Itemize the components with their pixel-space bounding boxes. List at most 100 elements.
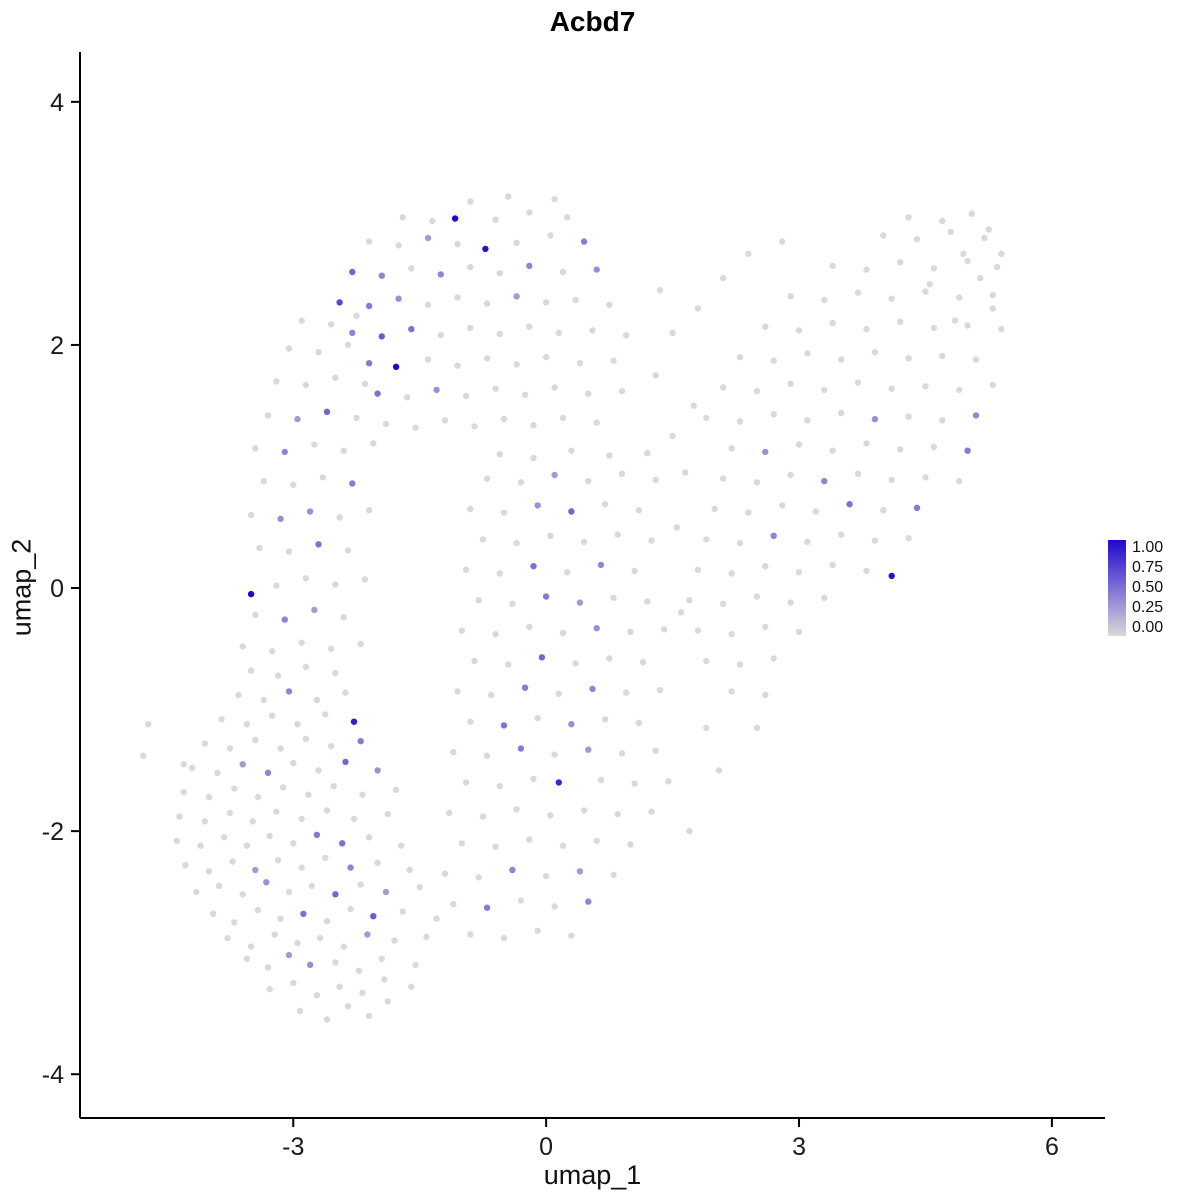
data-point xyxy=(951,317,959,324)
plot-title: Acbd7 xyxy=(549,6,636,37)
data-point xyxy=(381,976,388,983)
data-point xyxy=(180,761,187,768)
data-point xyxy=(568,721,575,728)
data-point xyxy=(690,402,697,409)
data-point xyxy=(347,864,354,871)
data-point xyxy=(365,302,373,310)
data-point xyxy=(838,531,845,538)
data-point xyxy=(854,470,862,477)
data-point xyxy=(981,234,988,242)
data-point xyxy=(821,386,828,394)
data-point xyxy=(252,611,259,618)
data-point xyxy=(694,566,702,573)
data-point xyxy=(500,509,508,516)
data-point xyxy=(677,609,685,616)
data-point xyxy=(589,327,596,334)
data-point xyxy=(492,216,499,223)
data-point xyxy=(201,740,208,747)
data-point xyxy=(424,301,432,308)
data-point xyxy=(720,384,727,391)
legend-tick-label: 0.75 xyxy=(1132,559,1164,576)
data-point xyxy=(669,329,676,336)
data-point xyxy=(252,736,259,744)
data-point xyxy=(378,333,385,340)
data-point xyxy=(450,748,457,756)
data-point xyxy=(302,663,310,671)
legend-tick-label: 0.00 xyxy=(1132,619,1164,636)
data-point xyxy=(576,599,584,606)
data-point xyxy=(197,842,204,849)
data-point xyxy=(930,324,938,332)
data-point xyxy=(273,808,280,815)
data-point xyxy=(277,915,284,922)
data-point xyxy=(593,419,600,426)
data-point xyxy=(496,570,503,577)
data-point xyxy=(526,836,533,843)
data-point xyxy=(601,501,609,508)
data-point xyxy=(686,597,693,604)
data-point xyxy=(483,300,491,307)
data-point xyxy=(517,479,525,486)
data-point xyxy=(618,387,626,395)
data-point xyxy=(365,507,373,514)
data-point xyxy=(370,440,377,447)
data-point xyxy=(323,917,331,925)
data-point xyxy=(795,569,803,576)
data-point xyxy=(290,979,297,987)
data-point xyxy=(972,356,980,363)
data-point xyxy=(897,318,904,325)
data-point xyxy=(589,685,596,693)
data-point xyxy=(330,783,337,790)
data-point xyxy=(964,257,971,265)
data-point xyxy=(863,266,870,273)
data-point xyxy=(332,374,339,381)
data-point xyxy=(319,474,326,481)
data-point xyxy=(359,791,366,798)
data-point xyxy=(315,767,322,774)
data-point xyxy=(930,265,938,272)
data-point xyxy=(888,476,895,484)
data-point xyxy=(559,629,567,637)
data-point xyxy=(526,209,533,216)
data-point xyxy=(305,791,312,798)
data-point xyxy=(854,379,862,386)
data-point xyxy=(328,645,335,652)
data-point xyxy=(347,905,354,913)
data-point xyxy=(344,547,352,554)
data-point xyxy=(559,842,567,849)
data-point xyxy=(215,882,223,889)
data-point xyxy=(483,475,491,482)
data-point xyxy=(660,626,668,633)
data-point xyxy=(555,779,562,786)
data-point xyxy=(745,250,752,257)
data-point xyxy=(779,238,786,245)
data-point xyxy=(467,505,474,513)
data-point xyxy=(328,321,335,328)
data-point xyxy=(382,420,390,428)
data-point xyxy=(618,750,626,757)
data-point xyxy=(361,380,369,387)
data-point xyxy=(353,414,360,422)
data-point xyxy=(888,385,895,392)
data-point xyxy=(382,888,390,896)
data-point xyxy=(576,360,584,367)
data-point xyxy=(374,390,381,397)
data-point xyxy=(408,265,415,272)
data-point xyxy=(846,501,853,508)
data-point xyxy=(635,719,643,727)
data-point xyxy=(551,384,558,391)
data-point xyxy=(226,809,234,817)
data-point xyxy=(509,600,516,607)
data-point xyxy=(998,325,1005,333)
data-point xyxy=(462,392,470,400)
data-point xyxy=(298,639,305,646)
data-point xyxy=(821,594,828,601)
data-point xyxy=(180,789,187,796)
data-point xyxy=(496,330,503,338)
data-point xyxy=(606,301,613,308)
data-point xyxy=(644,598,651,605)
data-point xyxy=(313,696,321,704)
data-point xyxy=(770,357,777,364)
data-point xyxy=(357,640,364,648)
y-tick-label: -2 xyxy=(42,818,64,846)
